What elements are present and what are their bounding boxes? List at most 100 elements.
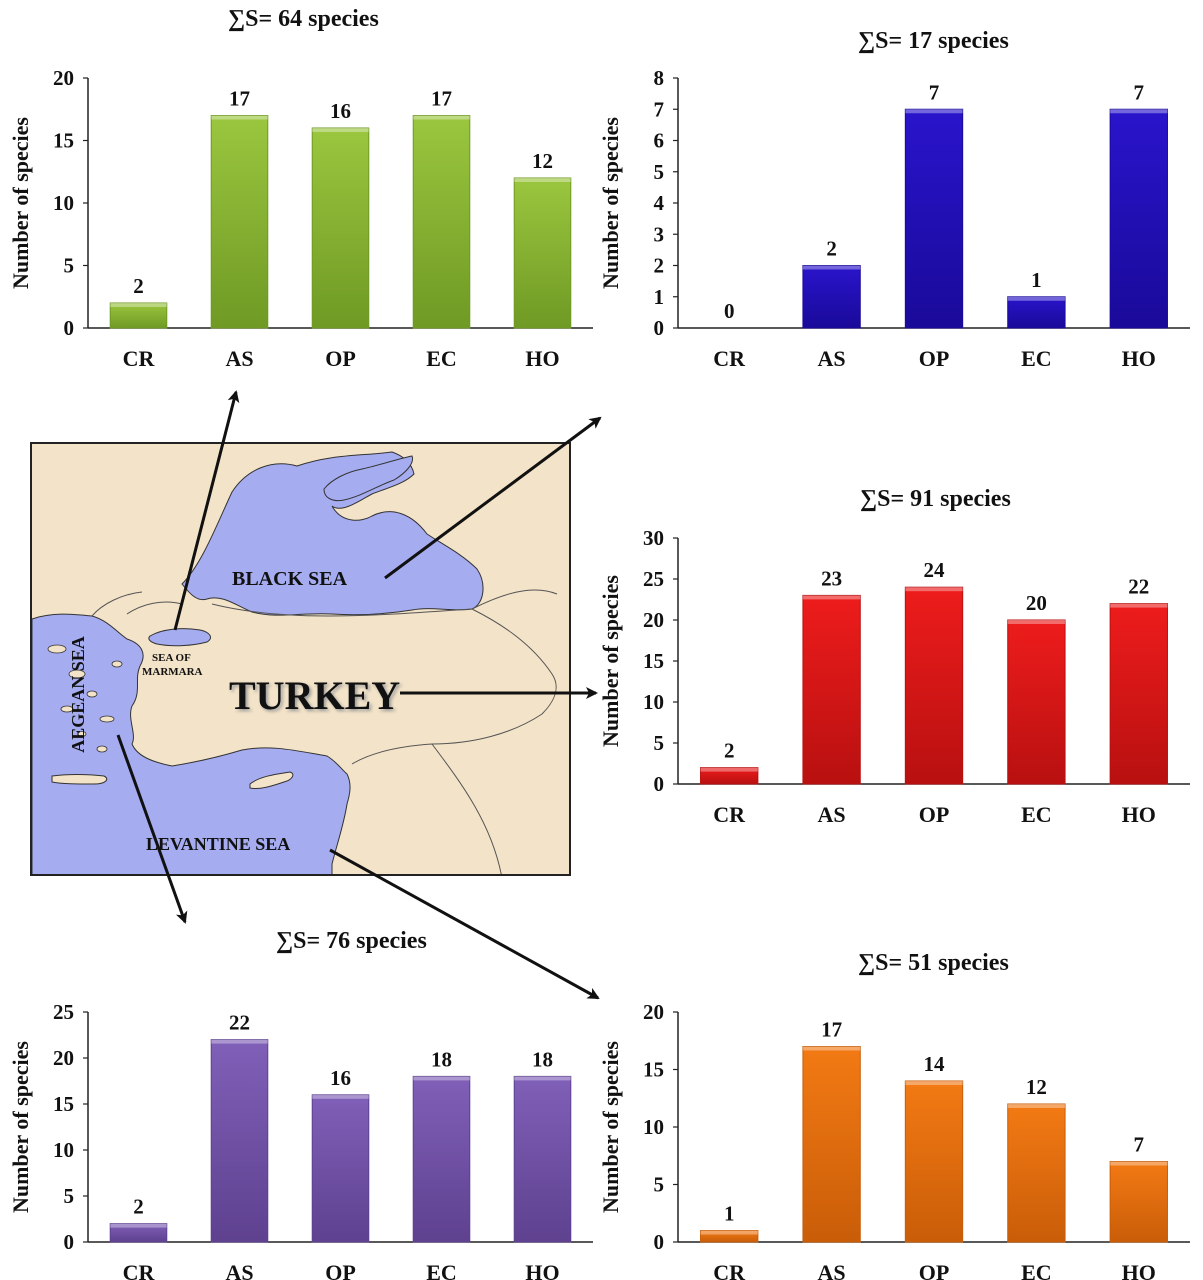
bar-op (904, 108, 964, 329)
bar-as (210, 115, 269, 329)
bar-chart-turkey: 0 5 10 15 20 25 30 Number of species 2 CR 23 AS 24 OP… (598, 526, 1190, 827)
y-axis-label: Number of species (598, 575, 623, 747)
bar-ho (1109, 1161, 1168, 1243)
x-tick-label: HO (525, 1260, 559, 1280)
y-tick-label: 5 (654, 731, 665, 755)
bar-top-highlight (802, 265, 861, 270)
bar-top-highlight (905, 587, 963, 592)
bar-cr (109, 1223, 168, 1243)
x-tick-label: AS (818, 346, 846, 371)
bar-top-highlight (211, 115, 268, 120)
bar-as (210, 1039, 269, 1243)
aegean-islands (47, 644, 123, 753)
bar-top-highlight (1007, 296, 1066, 301)
chart-title-turkey: ∑S= 91 species (860, 486, 1011, 512)
bar-top-highlight (802, 1046, 861, 1051)
marmara-sea-shape (148, 628, 211, 647)
bar-top-highlight (514, 1076, 571, 1081)
bar-ho (1109, 108, 1168, 329)
y-tick-label: 15 (53, 1092, 74, 1116)
chart-title-black-sea: ∑S= 17 species (858, 28, 1009, 54)
bar-top-highlight (211, 1039, 268, 1044)
bar-as (802, 265, 861, 329)
x-tick-label: CR (713, 346, 746, 371)
data-label: 17 (229, 87, 250, 111)
data-label: 7 (1134, 1133, 1145, 1157)
y-tick-label: 20 (643, 1000, 664, 1024)
bar-top-highlight (514, 178, 571, 182)
y-tick-label: 6 (654, 129, 665, 153)
map-label-marmara-2: MARMARA (142, 666, 203, 678)
bar-as (802, 1046, 861, 1243)
country-borders (91, 589, 558, 874)
chart-title-aegean: ∑S= 76 species (276, 928, 427, 954)
data-label: 16 (330, 99, 351, 123)
y-axis-label: Number of species (598, 1041, 623, 1213)
bar-top-highlight (700, 767, 758, 772)
y-tick-label: 5 (64, 254, 75, 278)
y-axis-label: Number of species (598, 117, 623, 289)
data-label: 12 (532, 149, 553, 173)
data-label: 12 (1026, 1075, 1047, 1099)
bar-chart-black-sea: 0 1 2 3 4 5 6 7 8 Number of species 0 CR 2 AS 7 OP 1 EC 7 H… (598, 66, 1190, 371)
y-tick-label: 15 (643, 649, 664, 673)
bar-ec (1007, 296, 1066, 329)
data-label: 17 (821, 1018, 842, 1042)
x-tick-label: AS (225, 1260, 253, 1280)
turkey-map: BLACK SEA SEA OF MARMARA TURKEY AEGEAN S… (30, 442, 571, 876)
y-tick-label: 1 (654, 285, 665, 309)
bar-top-highlight (312, 1094, 369, 1099)
data-label: 23 (821, 566, 842, 590)
bar-ec (1007, 1103, 1066, 1243)
y-tick-label: 2 (654, 254, 665, 278)
data-label: 1 (1031, 268, 1042, 292)
y-tick-label: 10 (643, 1115, 664, 1139)
aegean-levantine-sea-shape (32, 613, 351, 874)
data-label: 2 (826, 237, 837, 261)
y-tick-label: 15 (53, 129, 74, 153)
crete-island (51, 774, 108, 785)
arrow-black-sea-to-chart (384, 416, 602, 580)
x-tick-label: OP (919, 802, 950, 827)
data-label: 2 (133, 1195, 144, 1219)
bar-chart-aegean: 0 5 10 15 20 25 Number of species 2 CR 22 AS 16 OP 18… (8, 1000, 593, 1280)
bar-top-highlight (1110, 603, 1168, 608)
x-tick-label: CR (123, 1260, 156, 1280)
x-tick-label: EC (426, 346, 457, 371)
x-tick-label: HO (525, 346, 559, 371)
bar-cr (109, 302, 168, 329)
y-tick-label: 5 (64, 1184, 75, 1208)
bar-top-highlight (312, 128, 369, 132)
map-label-marmara-1: SEA OF (152, 652, 191, 664)
y-tick-label: 20 (53, 66, 74, 90)
x-tick-label: HO (1122, 802, 1156, 827)
data-label: 7 (1134, 80, 1145, 104)
chart-title-levantine: ∑S= 51 species (858, 950, 1009, 976)
x-tick-label: EC (426, 1260, 457, 1280)
bar-top-highlight (413, 1076, 470, 1081)
y-tick-label: 3 (654, 222, 665, 246)
bar-top-highlight (802, 595, 861, 600)
x-tick-label: AS (818, 802, 846, 827)
bar-ec (412, 115, 471, 329)
bar-top-highlight (413, 115, 470, 120)
y-tick-label: 5 (654, 160, 665, 184)
black-sea-shape (181, 451, 484, 616)
bar-top-highlight (110, 303, 167, 307)
bar-op (904, 1080, 964, 1243)
bar-top-highlight (905, 1081, 963, 1085)
x-tick-label: OP (325, 1260, 356, 1280)
y-axis-label: Number of species (8, 1041, 33, 1213)
data-label: 20 (1026, 591, 1047, 615)
y-tick-label: 25 (53, 1000, 74, 1024)
y-tick-label: 4 (654, 191, 665, 215)
y-tick-label: 30 (643, 526, 664, 550)
data-label: 0 (724, 299, 735, 323)
bar-ec (412, 1075, 471, 1243)
arrow-marmara-to-chart (173, 390, 240, 631)
x-tick-label: AS (818, 1260, 846, 1280)
data-label: 22 (229, 1011, 250, 1035)
data-label: 1 (724, 1202, 735, 1226)
y-tick-label: 20 (643, 608, 664, 632)
